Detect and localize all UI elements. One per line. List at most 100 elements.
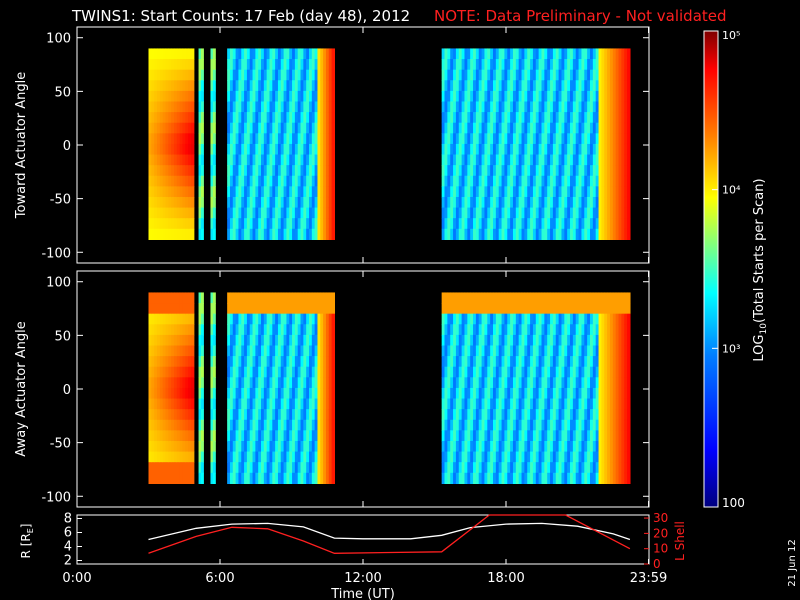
toward-heat-cell: [185, 143, 189, 156]
away-heat-cell: [612, 398, 617, 410]
toward-heat-cell: [564, 207, 568, 219]
away-heat-cell: [518, 440, 523, 453]
toward-heat-cell: [458, 154, 463, 166]
toward-heat-cell: [232, 218, 237, 230]
toward-heat-cell: [331, 48, 335, 60]
away-heat-cell: [269, 292, 273, 304]
away-heat-cell: [495, 462, 500, 474]
toward-heat-cell: [578, 165, 583, 177]
toward-heat-cell: [470, 133, 474, 145]
toward-heat-cell: [173, 143, 178, 156]
toward-heat-cell: [309, 186, 313, 198]
toward-heat-cell: [604, 80, 608, 92]
away-heat-cell: [592, 366, 597, 378]
away-heat-cell: [238, 356, 242, 368]
away-heat-cell: [558, 356, 563, 368]
toward-heat-cell: [151, 196, 155, 209]
away-heat-cell: [512, 440, 517, 453]
away-heat-cell: [283, 451, 288, 463]
away-heat-cell: [277, 472, 282, 484]
toward-heat-cell: [561, 207, 565, 219]
away-heat-cell: [495, 387, 500, 400]
toward-heat-cell: [148, 218, 152, 230]
away-heat-cell: [317, 387, 321, 400]
away-heat-cell: [289, 451, 293, 463]
toward-heat-cell: [521, 207, 525, 219]
away-heat-cell: [266, 472, 271, 484]
away-heat-cell: [532, 303, 537, 315]
away-heat-cell: [535, 377, 540, 389]
away-heat-cell: [478, 472, 483, 484]
away-heat-cell: [450, 440, 454, 453]
away-heat-cell: [581, 334, 585, 347]
toward-heat-cell: [151, 186, 155, 198]
away-heat-cell: [198, 292, 202, 304]
toward-heat-cell: [176, 112, 181, 124]
away-heat-cell: [493, 366, 497, 378]
toward-heat-cell: [538, 196, 543, 209]
toward-heat-cell: [584, 48, 588, 60]
toward-heat-cell: [564, 90, 568, 103]
toward-heat-cell: [498, 90, 503, 103]
away-heat-cell: [263, 334, 268, 347]
toward-heat-cell: [255, 165, 259, 177]
away-heat-cell: [306, 334, 310, 347]
toward-heat-cell: [512, 196, 517, 209]
toward-heat-cell: [165, 112, 169, 124]
toward-heat-cell: [277, 112, 282, 124]
away-heat-cell: [498, 292, 503, 304]
toward-heat-cell: [570, 228, 574, 240]
away-heat-cell: [156, 292, 161, 304]
toward-heat-cell: [578, 196, 583, 209]
toward-heat-cell: [458, 218, 463, 230]
away-heat-cell: [572, 430, 577, 442]
toward-heat-cell: [252, 112, 256, 124]
toward-heat-cell: [249, 165, 254, 177]
toward-heat-cell: [481, 143, 486, 156]
toward-heat-cell: [148, 154, 152, 166]
toward-heat-cell: [309, 112, 313, 124]
away-heat-cell: [179, 334, 184, 347]
toward-heat-cell: [544, 90, 548, 103]
toward-heat-cell: [190, 59, 195, 71]
toward-heat-cell: [572, 133, 577, 145]
toward-heat-cell: [328, 80, 333, 92]
toward-heat-cell: [570, 112, 574, 124]
toward-heat-cell: [615, 228, 620, 240]
toward-heat-cell: [544, 143, 548, 156]
toward-heat-cell: [229, 218, 234, 230]
toward-heat-cell: [601, 175, 605, 187]
toward-heat-cell: [173, 48, 178, 60]
toward-heat-cell: [512, 101, 517, 113]
away-heat-cell: [530, 292, 534, 304]
away-heat-cell: [589, 398, 594, 410]
away-heat-cell: [524, 387, 528, 400]
away-heat-cell: [447, 356, 451, 368]
toward-heat-cell: [572, 80, 577, 92]
toward-heat-cell: [470, 154, 474, 166]
away-heat-cell: [450, 472, 454, 484]
toward-heat-cell: [475, 69, 480, 81]
away-heat-cell: [179, 440, 184, 453]
away-heat-cell: [235, 303, 240, 315]
toward-heat-cell: [323, 69, 327, 81]
away-heat-cell: [212, 334, 216, 347]
away-heat-cell: [210, 292, 214, 304]
away-heat-cell: [156, 462, 161, 474]
toward-heat-cell: [156, 101, 161, 113]
toward-heat-cell: [252, 154, 256, 166]
toward-heat-cell: [246, 143, 251, 156]
toward-heat-cell: [246, 196, 251, 209]
away-heat-cell: [171, 440, 175, 453]
toward-heat-cell: [173, 90, 178, 103]
away-heat-cell: [269, 324, 273, 336]
away-heat-cell: [292, 345, 296, 357]
away-heat-cell: [498, 303, 503, 315]
toward-heat-cell: [300, 122, 304, 134]
away-heat-cell: [151, 356, 155, 368]
toward-heat-cell: [595, 218, 600, 230]
toward-heat-cell: [518, 133, 523, 145]
toward-heat-cell: [168, 143, 172, 156]
away-heat-cell: [552, 345, 557, 357]
away-heat-cell: [252, 462, 256, 474]
